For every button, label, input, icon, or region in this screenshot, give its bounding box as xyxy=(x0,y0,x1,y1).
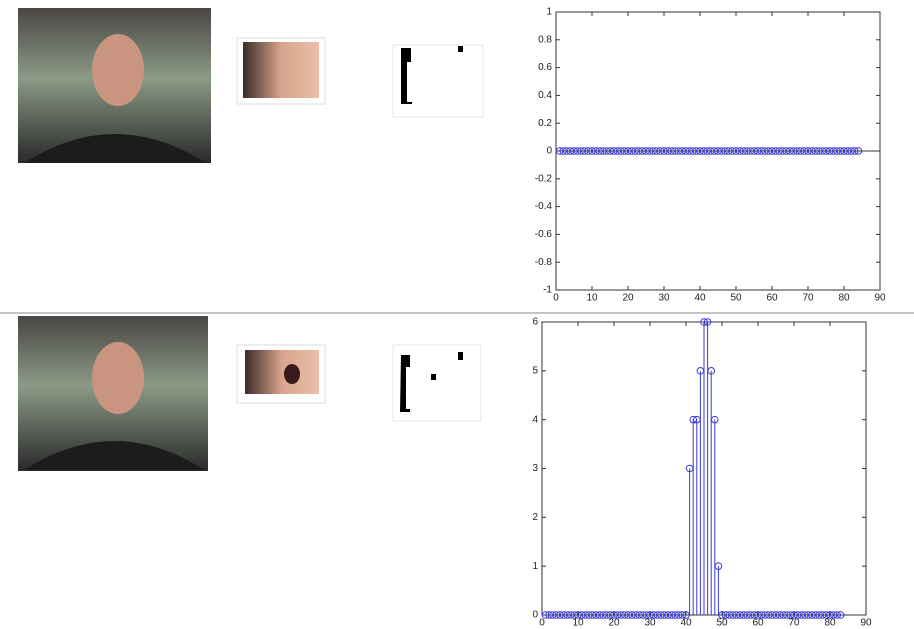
y-tick-label: 0 xyxy=(546,146,552,157)
y-tick-label: 0.6 xyxy=(538,62,552,73)
x-tick-label: 10 xyxy=(572,618,584,629)
x-tick-label: 90 xyxy=(874,293,886,304)
y-tick-label: 6 xyxy=(532,317,538,328)
y-tick-label: -0.8 xyxy=(535,257,553,268)
row-2 xyxy=(18,316,481,471)
y-tick-label: -1 xyxy=(543,285,552,296)
x-tick-label: 50 xyxy=(716,618,728,629)
y-tick-label: 1 xyxy=(532,561,538,572)
x-tick-label: 0 xyxy=(539,618,545,629)
x-tick-label: 40 xyxy=(694,293,706,304)
y-tick-label: 3 xyxy=(532,463,538,474)
mouth-crop xyxy=(243,42,319,98)
figure: -1-0.8-0.6-0.4-0.200.20.40.60.8101020304… xyxy=(0,0,914,629)
x-tick-label: 20 xyxy=(622,293,634,304)
x-tick-label: 60 xyxy=(766,293,778,304)
x-tick-label: 90 xyxy=(860,618,872,629)
x-tick-label: 80 xyxy=(824,618,836,629)
x-tick-label: 10 xyxy=(586,293,598,304)
y-tick-label: 0.2 xyxy=(538,118,552,129)
driver-face xyxy=(92,34,144,106)
x-tick-label: 0 xyxy=(553,293,559,304)
y-tick-label: 5 xyxy=(532,365,538,376)
y-tick-label: -0.2 xyxy=(535,173,553,184)
x-tick-label: 60 xyxy=(752,618,764,629)
x-tick-label: 70 xyxy=(788,618,800,629)
x-tick-label: 30 xyxy=(644,618,656,629)
y-tick-label: -0.6 xyxy=(535,229,553,240)
open-mouth xyxy=(284,364,300,384)
y-tick-label: 2 xyxy=(532,512,538,523)
driver-face xyxy=(92,342,144,414)
x-tick-label: 40 xyxy=(680,618,692,629)
x-tick-label: 80 xyxy=(838,293,850,304)
x-tick-label: 20 xyxy=(608,618,620,629)
y-tick-label: 1 xyxy=(546,7,552,18)
row-1 xyxy=(18,8,483,163)
x-tick-label: 50 xyxy=(730,293,742,304)
y-tick-label: 0 xyxy=(532,610,538,621)
x-tick-label: 30 xyxy=(658,293,670,304)
y-tick-label: -0.4 xyxy=(535,201,553,212)
x-tick-label: 70 xyxy=(802,293,814,304)
y-tick-label: 4 xyxy=(532,414,538,425)
y-tick-label: 0.8 xyxy=(538,34,552,45)
y-tick-label: 0.4 xyxy=(538,90,552,101)
mouth-crop xyxy=(245,350,319,394)
